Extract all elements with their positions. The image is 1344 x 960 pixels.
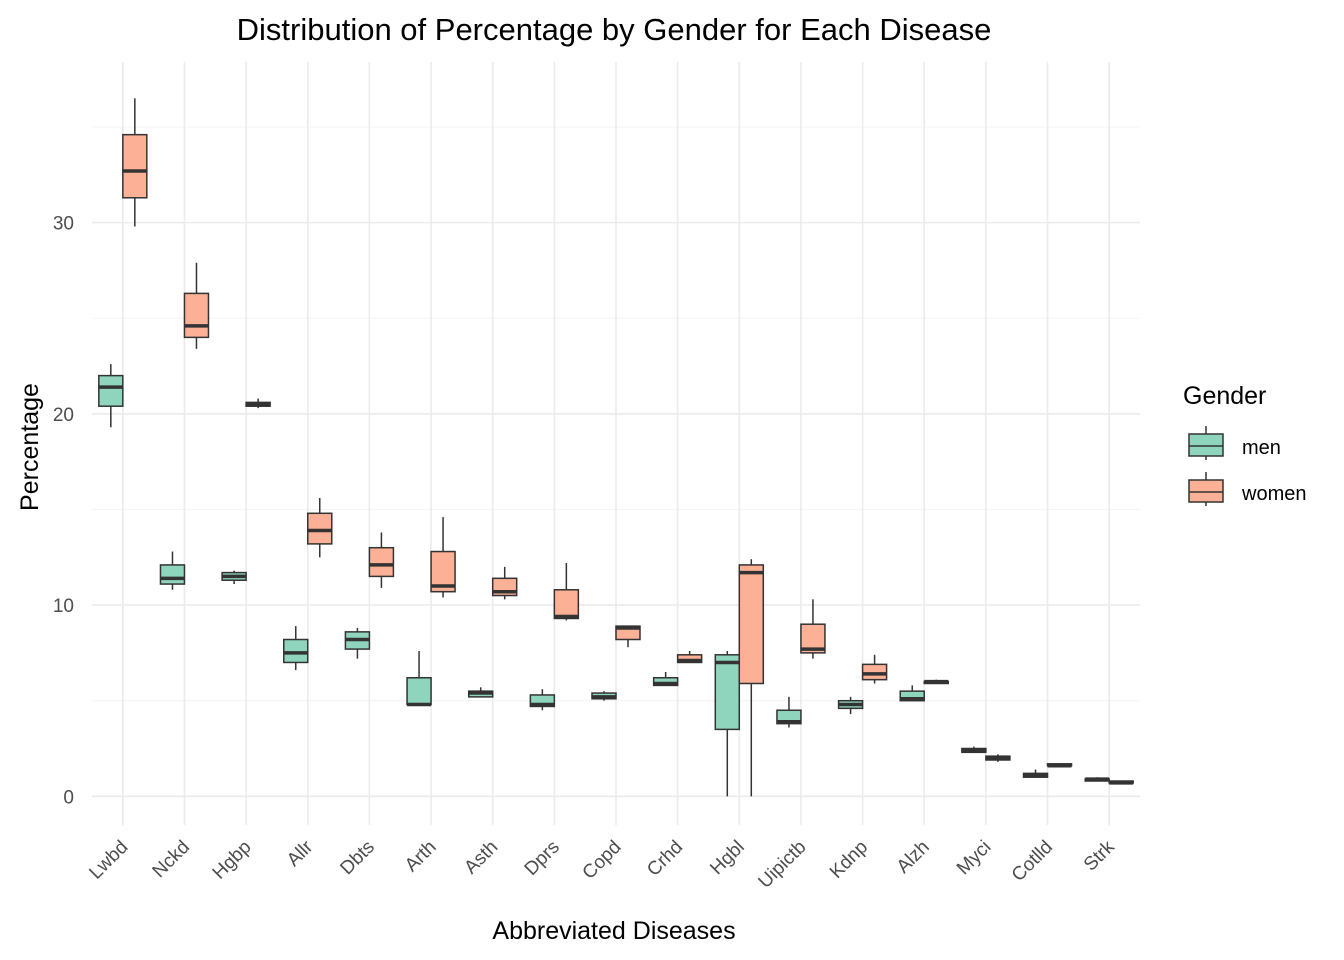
axis-ticks: 0 10 20 30 Lwbd Nckd Hgbp Allr Dbts Arth Asth Dprs C…	[53, 214, 1119, 893]
box-men	[961, 746, 987, 754]
box-men	[221, 570, 247, 585]
box-men	[591, 691, 617, 701]
y-tick-label: 30	[53, 214, 74, 235]
x-tick-label: Arth	[401, 837, 440, 876]
box-iqr	[307, 512, 333, 545]
box-iqr	[652, 677, 679, 687]
box-men	[652, 672, 679, 687]
box-men	[837, 696, 864, 715]
x-tick-label: Lwbd	[85, 837, 132, 884]
box-iqr	[98, 374, 124, 407]
box-women	[368, 532, 395, 588]
box-men	[529, 689, 556, 711]
box-women	[183, 262, 210, 349]
box-men	[98, 364, 124, 428]
box-men	[344, 628, 371, 659]
box-iqr	[529, 694, 556, 708]
box-iqr	[676, 654, 703, 664]
box-women	[1046, 763, 1073, 768]
box-women	[800, 599, 826, 659]
box-women	[738, 559, 765, 797]
box-men	[776, 696, 802, 728]
x-tick-label: Crhd	[643, 837, 687, 881]
box-men	[159, 551, 186, 590]
box-iqr	[159, 564, 186, 585]
x-tick-label: Dprs	[521, 837, 564, 880]
x-tick-label: Alzh	[893, 837, 934, 878]
box-men	[283, 626, 309, 671]
box-men	[714, 650, 741, 797]
box-iqr	[406, 677, 432, 706]
y-axis-title: Percentage	[16, 383, 44, 511]
box-iqr	[899, 690, 925, 702]
x-tick-label: Cotlld	[1008, 837, 1057, 886]
legend: Gender men women	[1183, 382, 1306, 506]
legend-key-box	[1188, 479, 1224, 503]
box-iqr	[183, 292, 210, 339]
grid	[92, 62, 1140, 825]
x-tick-label: Hgbp	[209, 837, 256, 884]
box-iqr	[738, 564, 765, 685]
legend-title: Gender	[1183, 382, 1266, 410]
box-women	[430, 517, 456, 598]
x-axis-title: Abbreviated Diseases	[492, 917, 735, 945]
box-men	[1084, 777, 1110, 782]
box-iqr	[122, 133, 148, 199]
y-tick-label: 20	[53, 405, 74, 426]
box-women	[615, 625, 641, 648]
box-iqr	[368, 546, 395, 578]
box-women	[985, 754, 1011, 762]
box-men	[1022, 769, 1049, 778]
x-tick-label: Dbts	[336, 837, 378, 879]
box-women	[676, 650, 703, 664]
box-women	[122, 98, 148, 227]
x-tick-label: Kdnp	[826, 837, 872, 883]
box-women	[307, 498, 333, 558]
box-iqr	[283, 638, 309, 664]
x-tick-label: Allr	[283, 836, 318, 871]
legend-key-box	[1188, 433, 1224, 457]
x-tick-label: Strk	[1080, 836, 1119, 875]
x-tick-label: Uipictb	[755, 837, 811, 893]
box-women	[923, 679, 949, 685]
boxes-layer	[98, 98, 1134, 797]
chart-title: Distribution of Percentage by Gender for…	[237, 12, 992, 47]
x-tick-label: Asth	[461, 837, 503, 879]
x-tick-label: Nckd	[149, 837, 194, 882]
box-iqr	[714, 654, 741, 731]
x-tick-label: Hgbl	[706, 837, 748, 879]
y-tick-label: 0	[63, 787, 74, 808]
legend-item-men: men	[1188, 426, 1281, 460]
box-women	[491, 566, 518, 600]
box-women	[1108, 780, 1134, 785]
y-tick-label: 10	[53, 596, 74, 617]
box-iqr	[861, 663, 888, 681]
box-women	[553, 563, 580, 621]
x-tick-label: Myci	[953, 837, 995, 879]
box-women	[861, 654, 888, 684]
legend-label: women	[1241, 483, 1306, 505]
box-men	[899, 685, 925, 702]
legend-label: men	[1242, 437, 1281, 459]
box-men	[406, 650, 432, 707]
box-women	[245, 398, 271, 409]
box-iqr	[553, 589, 580, 620]
box-men	[467, 687, 494, 698]
x-tick-label: Copd	[579, 837, 626, 884]
legend-item-women: women	[1188, 472, 1306, 506]
